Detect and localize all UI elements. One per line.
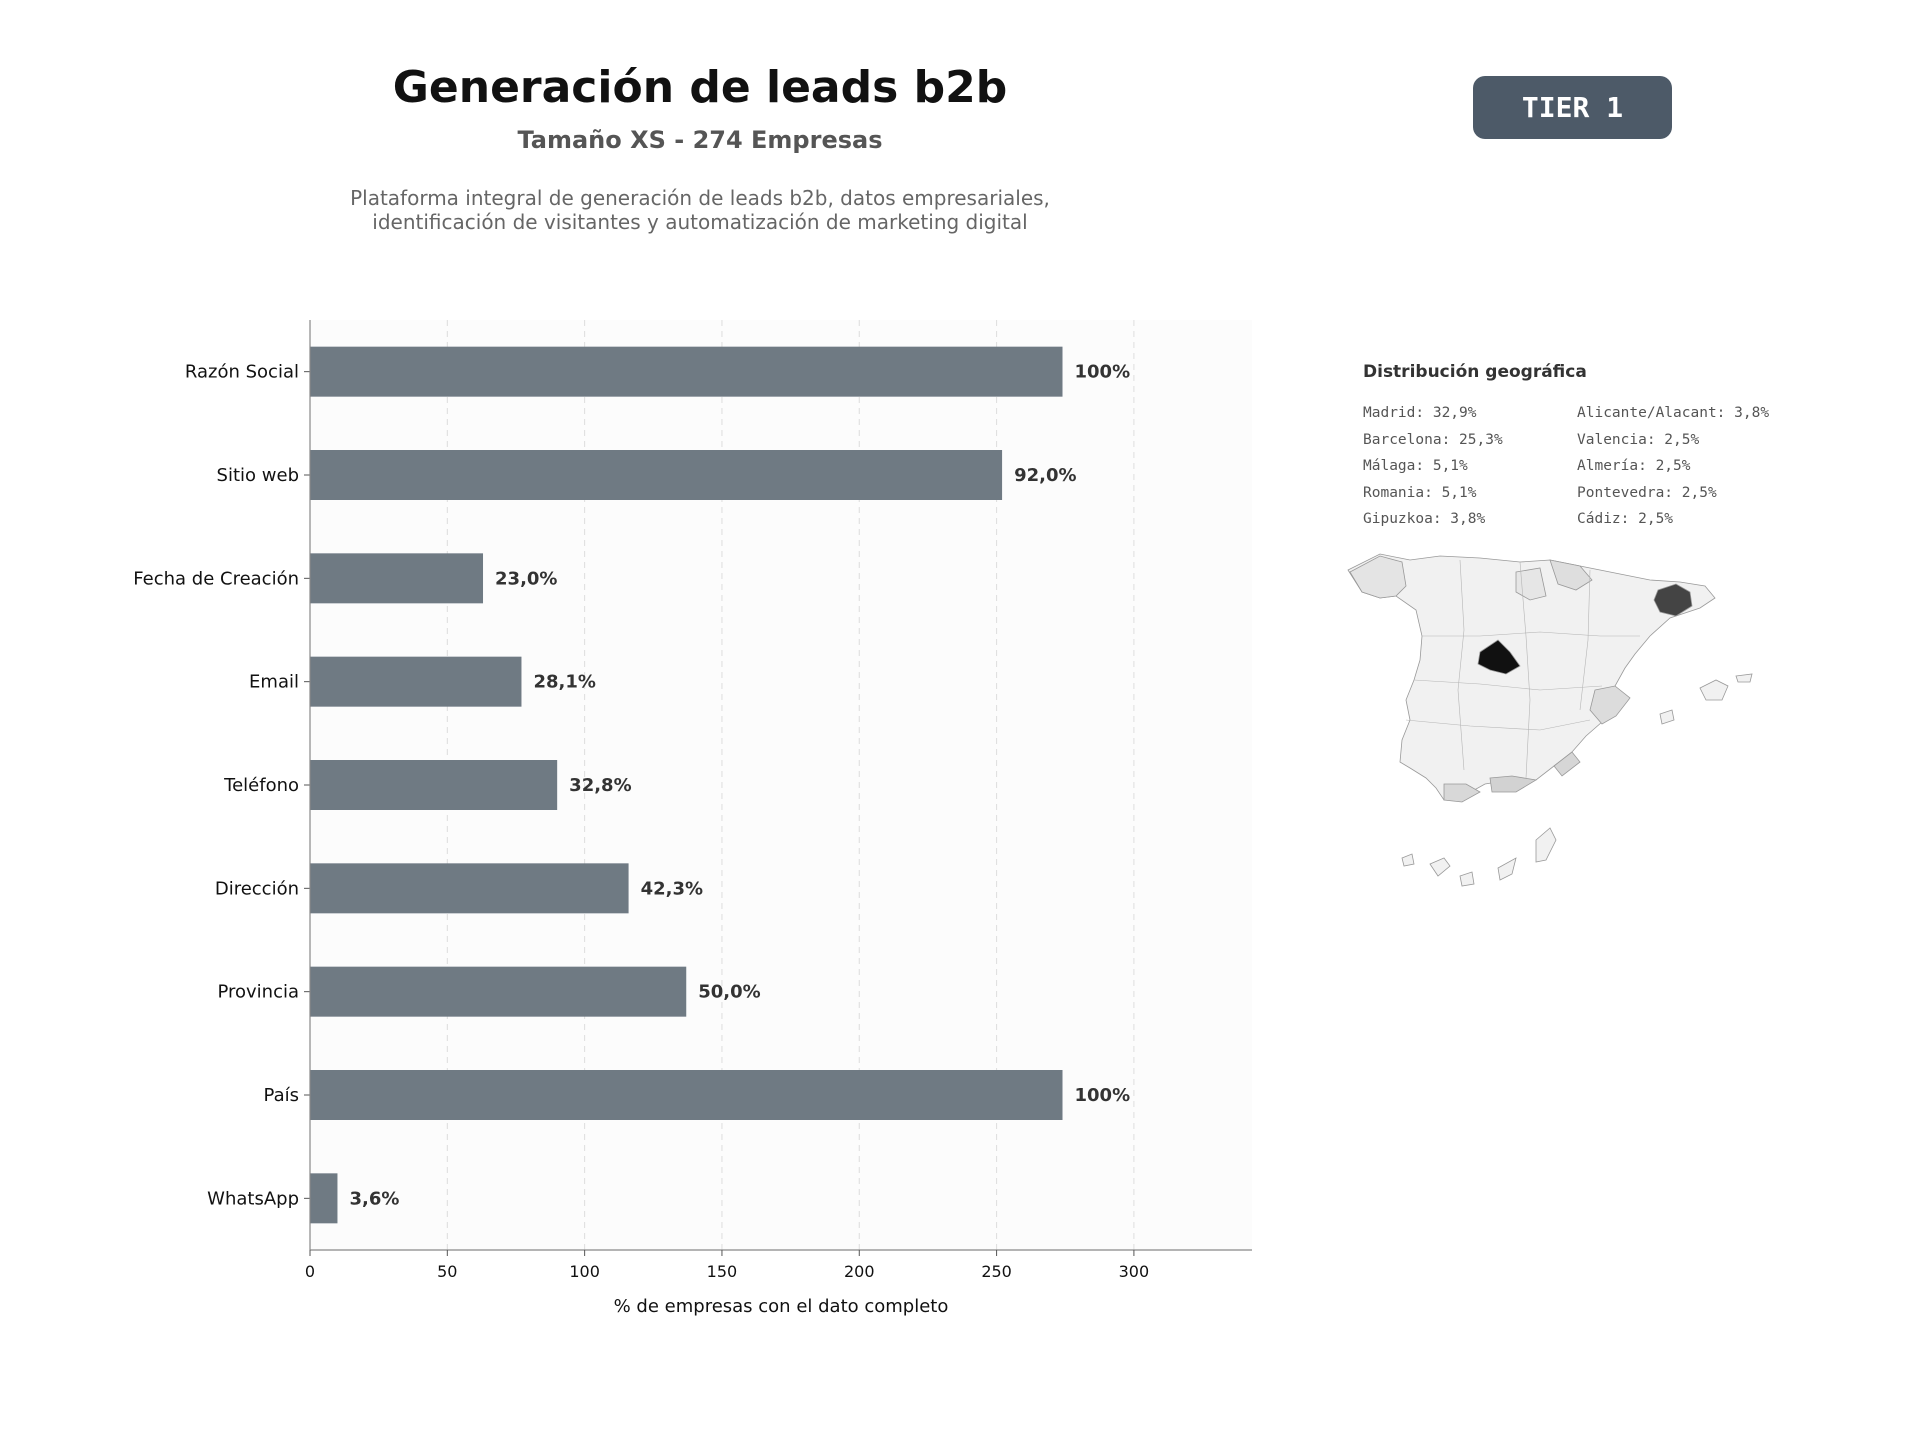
y-tick-label: Provincia <box>217 982 299 1003</box>
geo-entry: Valencia: 2,5% <box>1577 431 1700 448</box>
page-description: Plataforma integral de generación de lea… <box>200 186 1200 234</box>
description-line-1: Plataforma integral de generación de lea… <box>350 186 1050 210</box>
map-canary-5 <box>1401 853 1415 867</box>
x-tick-label: 200 <box>844 1262 875 1281</box>
y-tick-label: Sitio web <box>217 465 299 486</box>
map-malaga-region <box>1489 775 1538 793</box>
data-label: 32,8% <box>569 775 631 796</box>
data-label: 50,0% <box>698 982 760 1003</box>
data-label: 100% <box>1075 362 1131 383</box>
map-galicia-region <box>1349 555 1407 599</box>
bar <box>310 1173 338 1224</box>
bar <box>310 966 687 1017</box>
map-madrid-region <box>1477 639 1521 675</box>
y-tick-label: Fecha de Creación <box>133 568 299 589</box>
y-tick-label: País <box>264 1085 299 1106</box>
bar <box>310 553 484 604</box>
bar <box>310 1070 1063 1120</box>
data-label: 28,1% <box>533 672 595 693</box>
map-ibiza <box>1659 709 1675 725</box>
geo-entry: Madrid: 32,9% <box>1363 405 1477 421</box>
tier-badge: TIER 1 <box>1473 76 1672 139</box>
data-label: 23,0% <box>495 568 557 589</box>
x-tick-label: 150 <box>707 1262 738 1281</box>
geo-entry: Alicante/Alacant: 3,8% <box>1577 405 1770 421</box>
map-canary-4 <box>1535 827 1557 863</box>
bar <box>310 656 522 707</box>
map-mallorca <box>1699 679 1729 701</box>
bar <box>310 346 1063 397</box>
y-tick-label: Dirección <box>215 878 299 899</box>
map-canary-2 <box>1459 871 1475 887</box>
map-menorca <box>1735 673 1753 683</box>
x-axis-label: % de empresas con el dato completo <box>614 1296 949 1317</box>
page-title: Generación de leads b2b <box>392 62 1008 113</box>
map-cadiz-region <box>1443 783 1481 803</box>
x-tick-label: 100 <box>569 1262 600 1281</box>
geo-entry: Pontevedra: 2,5% <box>1577 484 1717 501</box>
data-label: 100% <box>1075 1085 1131 1106</box>
y-tick-label: Teléfono <box>223 775 299 796</box>
geo-entry: Almería: 2,5% <box>1577 458 1691 474</box>
bar <box>310 760 558 810</box>
geo-column-right: Alicante/Alacant: 3,8% Valencia: 2,5% Al… <box>1577 400 1769 533</box>
bar-chart: 100% Razón Social 92,0% Sitio web 23,0% Fecha… <box>133 320 1252 1317</box>
map-barcelona-region <box>1653 583 1693 617</box>
map-valencia-region <box>1589 685 1631 725</box>
geo-entry: Barcelona: 25,3% <box>1363 431 1503 448</box>
y-tick-label: Email <box>249 672 299 693</box>
map-navarra-region <box>1515 567 1547 601</box>
map-basque-region <box>1549 559 1593 591</box>
geo-entry: Romania: 5,1% <box>1363 484 1477 501</box>
page-subtitle: Tamaño XS - 274 Empresas <box>517 126 883 154</box>
x-tick-label: 250 <box>981 1262 1012 1281</box>
geo-title: Distribución geográfica <box>1363 362 1587 382</box>
map-andalucia-east-region <box>1553 751 1581 777</box>
x-tick-label: 300 <box>1119 1262 1150 1281</box>
description-line-2: identificación de visitantes y automatiz… <box>372 210 1028 234</box>
map-canary-1 <box>1429 857 1451 877</box>
y-tick-label: WhatsApp <box>207 1188 299 1209</box>
data-label: 42,3% <box>641 878 703 899</box>
map-borders <box>1405 559 1640 779</box>
spain-map <box>1347 553 1753 887</box>
y-tick-label: Razón Social <box>185 362 299 383</box>
geo-column-left: Madrid: 32,9% Barcelona: 25,3% Málaga: 5… <box>1363 400 1503 533</box>
geo-entry: Gipuzkoa: 3,8% <box>1363 511 1486 527</box>
bar <box>310 450 1003 500</box>
map-mainland <box>1347 553 1716 801</box>
geo-entry: Málaga: 5,1% <box>1363 458 1468 474</box>
x-tick-label: 0 <box>305 1262 315 1281</box>
geo-entry: Cádiz: 2,5% <box>1577 511 1674 527</box>
x-tick-label: 50 <box>437 1262 457 1281</box>
data-label: 92,0% <box>1014 465 1076 486</box>
map-canary-3 <box>1497 857 1517 881</box>
data-label: 3,6% <box>349 1188 399 1209</box>
bar <box>310 863 629 914</box>
